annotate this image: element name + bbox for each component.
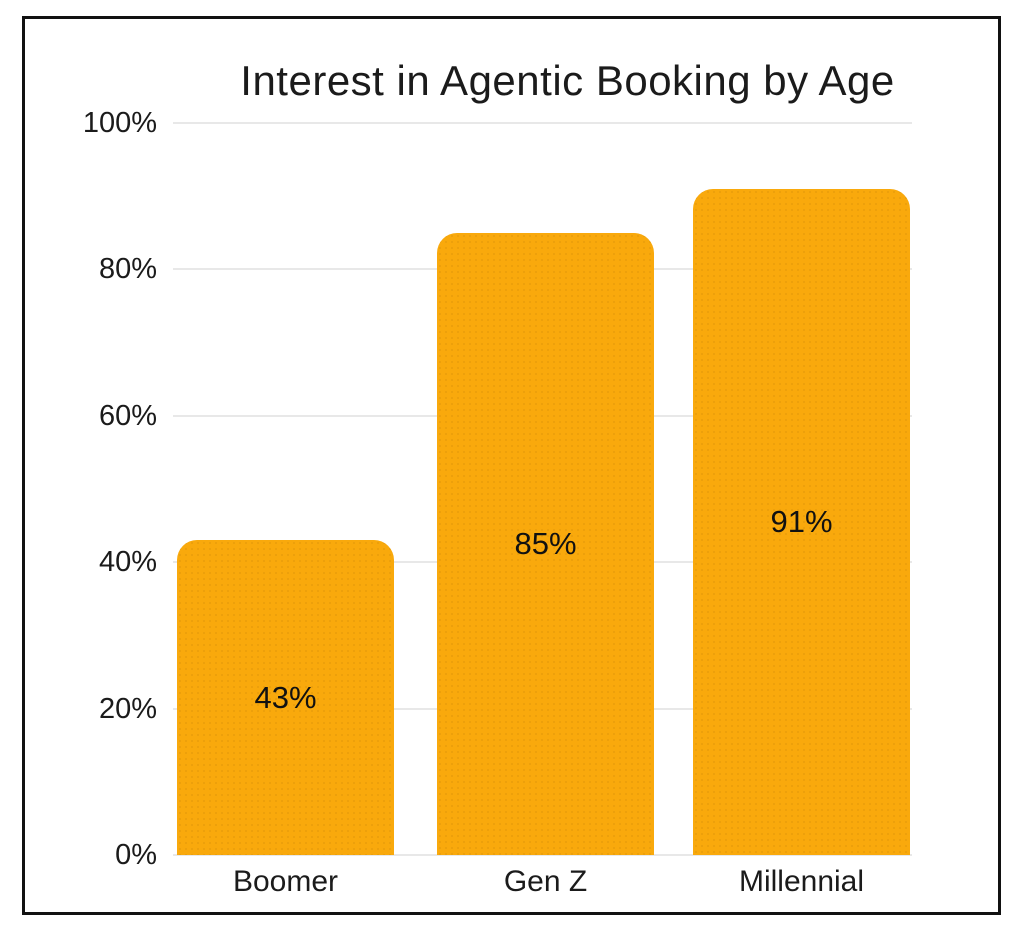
y-axis-tick-label: 0% [115, 839, 157, 871]
x-axis-category-label: Millennial [738, 865, 865, 898]
x-axis-category-label: Gen Z [503, 865, 588, 898]
x-axis-category-label: Boomer [232, 865, 339, 898]
bar-boomer: 43% [177, 540, 394, 855]
bar-value-label: 91% [770, 503, 833, 539]
y-axis-tick-label: 20% [98, 692, 157, 725]
y-axis-tick-label: 40% [98, 546, 157, 579]
bar-value-label: 85% [514, 525, 577, 561]
gridline-0% [173, 854, 912, 856]
y-axis-tick-label: 80% [98, 253, 157, 286]
bar-value-label: 43% [254, 679, 317, 715]
bar-gen-z: 85% [437, 232, 654, 855]
y-axis-tick-label: 100% [82, 107, 157, 139]
bar-millennial: 91% [693, 188, 910, 855]
y-axis-tick-label: 60% [98, 399, 157, 432]
gridline-100% [173, 122, 912, 124]
chart-title: Interest in Agentic Booking by Age [240, 57, 895, 104]
